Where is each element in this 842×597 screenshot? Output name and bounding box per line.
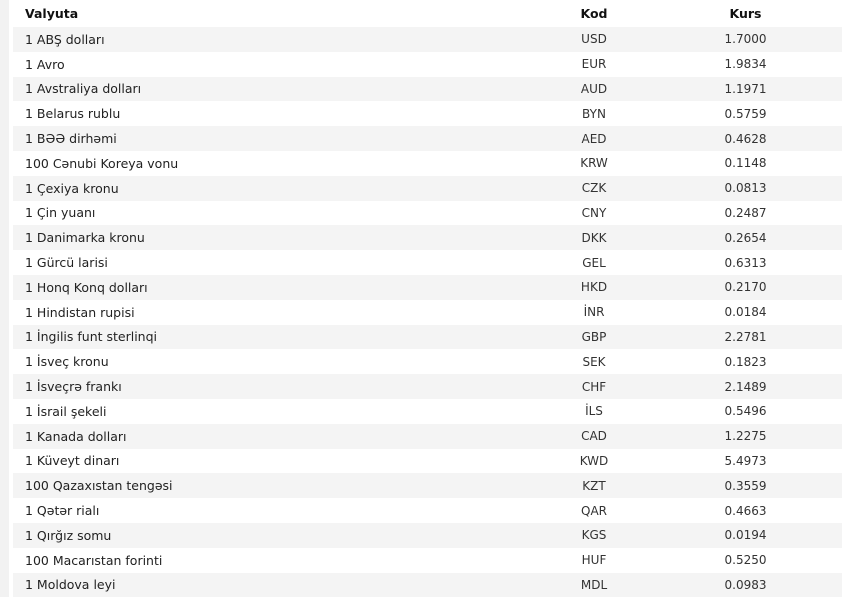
header-rate: Kurs: [729, 6, 762, 21]
table-row: 1 Avstraliya dolları AUD 1.1971: [13, 76, 842, 102]
currency-name: 1 Belarus rublu: [25, 106, 121, 122]
table-row: 1 Çin yuanı CNY 0.2487: [13, 201, 842, 226]
currency-rate: 1.7000: [724, 32, 767, 47]
currency-code: AED: [581, 131, 607, 146]
left-sidebar-edge: [0, 0, 9, 597]
currency-rates-table: Valyuta Kod Kurs 1 ABŞ dolları USD 1.7000 1…: [13, 0, 842, 597]
currency-code: CNY: [581, 205, 607, 220]
currency-rate: 2.1489: [724, 379, 767, 394]
table-row: 1 Gürcü larisi GEL 0.6313: [13, 250, 842, 275]
currency-rate: 0.2654: [724, 230, 767, 245]
table-row: 1 Moldova leyi MDL 0.0983: [13, 572, 842, 597]
currency-rate: 2.2781: [724, 329, 767, 344]
table-row: 1 İsveçrə frankı CHF 2.1489: [13, 374, 842, 399]
currency-name: 1 Küveyt dinarı: [25, 453, 120, 469]
currency-rate: 0.3559: [724, 478, 767, 493]
currency-rate: 0.5496: [724, 404, 767, 419]
header-code: Kod: [580, 6, 608, 21]
currency-rate: 0.2487: [724, 205, 767, 220]
currency-rate: 0.6313: [724, 255, 767, 270]
currency-name: 1 Qətər rialı: [25, 503, 100, 519]
table-row: 100 Cənubi Koreya vonu KRW 0.1148: [13, 151, 842, 176]
table-row: 1 Kanada dolları CAD 1.2275: [13, 423, 842, 449]
currency-rate: 0.1823: [724, 354, 767, 369]
table-row: 100 Macarıstan forinti HUF 0.5250: [13, 548, 842, 573]
currency-code: USD: [581, 32, 607, 47]
table-row: 1 İsveç kronu SEK 0.1823: [13, 349, 842, 374]
currency-rate: 5.4973: [724, 453, 767, 468]
currency-rate: 0.4628: [724, 131, 767, 146]
currency-code: EUR: [581, 57, 607, 72]
currency-code: KGS: [581, 528, 607, 543]
currency-name: 1 Çin yuanı: [25, 205, 96, 221]
currency-rate: 0.4663: [724, 503, 767, 518]
currency-name: 100 Qazaxıstan tengəsi: [25, 478, 173, 494]
currency-code: KZT: [582, 478, 606, 493]
currency-name: 1 Danimarka kronu: [25, 230, 145, 246]
currency-name: 1 Qırğız somu: [25, 527, 112, 543]
table-row: 1 ABŞ dolları USD 1.7000: [13, 27, 842, 52]
currency-code: AUD: [580, 81, 608, 96]
table-row: 1 Avro EUR 1.9834: [13, 52, 842, 77]
table-body: 1 ABŞ dolları USD 1.7000 1 Avro EUR 1.9834 1 A…: [13, 27, 842, 597]
currency-name: 1 İsveçrə frankı: [25, 379, 122, 395]
currency-name: 1 Kanada dolları: [25, 428, 127, 444]
table-row: 1 BƏƏ dirhəmi AED 0.4628: [13, 126, 842, 151]
currency-name: 1 Honq Konq dolları: [25, 279, 148, 295]
currency-code: MDL: [580, 577, 608, 592]
table-row: 1 Küveyt dinarı KWD 5.4973: [13, 449, 842, 474]
table-row: 1 İsrail şekeli İLS 0.5496: [13, 399, 842, 424]
table-row: 1 Danimarka kronu DKK 0.2654: [13, 225, 842, 251]
currency-rate: 0.2170: [724, 280, 767, 295]
table-row: 1 Qırğız somu KGS 0.0194: [13, 522, 842, 548]
currency-code: CZK: [581, 181, 607, 196]
currency-name: 1 Avstraliya dolları: [25, 81, 142, 97]
currency-code: İLS: [585, 404, 603, 419]
currency-code: HKD: [580, 280, 608, 295]
currency-name: 1 Gürcü larisi: [25, 255, 108, 271]
currency-rate: 0.1148: [724, 156, 767, 171]
currency-rate: 1.2275: [724, 429, 767, 444]
currency-code: KRW: [580, 156, 608, 171]
table-row: 100 Qazaxıstan tengəsi KZT 0.3559: [13, 473, 842, 499]
currency-name: 1 Moldova leyi: [25, 577, 116, 593]
currency-code: BYN: [582, 106, 606, 121]
currency-rate: 1.1971: [724, 81, 767, 96]
currency-rate: 0.0813: [724, 181, 767, 196]
currency-name: 1 İsveç kronu: [25, 354, 109, 370]
table-row: 1 Honq Konq dolları HKD 0.2170: [13, 274, 842, 300]
currency-name: 1 Hindistan rupisi: [25, 304, 135, 320]
currency-name: 1 Avro: [25, 56, 65, 72]
currency-rate: 0.5250: [724, 553, 767, 568]
currency-rate: 1.9834: [724, 57, 767, 72]
table-row: 1 İngilis funt sterlinqi GBP 2.2781: [13, 324, 842, 350]
currency-code: CAD: [581, 429, 607, 444]
currency-name: 1 İsrail şekeli: [25, 403, 107, 419]
currency-code: GBP: [581, 329, 607, 344]
currency-rate: 0.0194: [724, 528, 767, 543]
currency-name: 1 ABŞ dolları: [25, 31, 105, 47]
currency-name: 1 İngilis funt sterlinqi: [25, 329, 158, 345]
currency-code: HUF: [581, 553, 607, 568]
currency-name: 1 BƏƏ dirhəmi: [25, 131, 117, 147]
currency-name: 100 Cənubi Koreya vonu: [25, 155, 179, 171]
currency-code: CHF: [581, 379, 607, 394]
table-row: 1 Hindistan rupisi İNR 0.0184: [13, 300, 842, 325]
currency-code: QAR: [581, 503, 607, 518]
currency-code: GEL: [582, 255, 606, 270]
currency-rate: 0.0184: [724, 305, 767, 320]
table-row: 1 Qətər rialı QAR 0.4663: [13, 498, 842, 523]
currency-rate: 0.0983: [724, 577, 767, 592]
currency-code: DKK: [581, 230, 607, 245]
currency-name: 1 Çexiya kronu: [25, 180, 119, 196]
currency-name: 100 Macarıstan forinti: [25, 552, 163, 568]
currency-code: İNR: [583, 305, 605, 320]
table-row: 1 Çexiya kronu CZK 0.0813: [13, 175, 842, 201]
currency-code: SEK: [582, 354, 606, 369]
table-row: 1 Belarus rublu BYN 0.5759: [13, 101, 842, 126]
currency-rate: 0.5759: [724, 106, 767, 121]
header-currency: Valyuta: [25, 6, 79, 21]
table-header: Valyuta Kod Kurs: [13, 0, 842, 27]
currency-code: KWD: [579, 453, 609, 468]
